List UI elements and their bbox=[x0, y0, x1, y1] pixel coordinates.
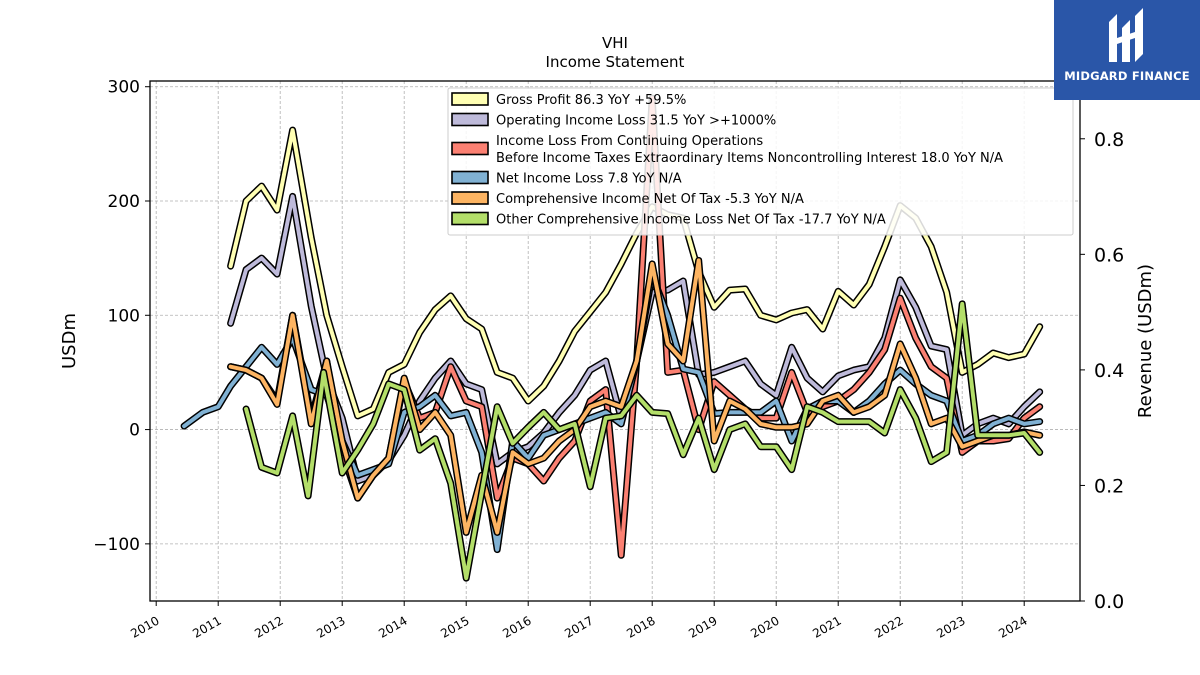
x-tick-label: 2020 bbox=[748, 613, 781, 640]
y2-tick-label: 0.4 bbox=[1094, 360, 1124, 382]
legend-swatch bbox=[451, 141, 489, 156]
y2-tick-label: 0.0 bbox=[1094, 591, 1124, 613]
legend-label: Operating Income Loss 31.5 YoY >+1000% bbox=[496, 114, 776, 129]
logo-mark-icon bbox=[1109, 8, 1143, 62]
y2-tick-label: 0.8 bbox=[1094, 129, 1124, 151]
y-tick-label: −100 bbox=[93, 535, 140, 555]
x-tick-label: 2018 bbox=[624, 613, 657, 640]
legend-swatch bbox=[451, 92, 489, 106]
series-line-4 bbox=[228, 258, 1042, 535]
y-tick-label: 100 bbox=[108, 306, 140, 326]
y-axis-right: 0.0 0.2 0.4 0.6 0.8 bbox=[1080, 129, 1124, 613]
series-line-5 bbox=[244, 301, 1042, 581]
x-tick-label: 2012 bbox=[252, 613, 285, 640]
legend-swatch bbox=[451, 170, 489, 185]
x-tick-label: 2023 bbox=[934, 613, 967, 640]
y-tick-label: 0 bbox=[129, 421, 140, 441]
x-tick-label: 2024 bbox=[996, 613, 1029, 640]
legend: Gross Profit 86.3 YoY +59.5% Operating In… bbox=[447, 87, 1074, 236]
legend-swatch bbox=[451, 191, 489, 205]
plot-frame bbox=[149, 80, 1081, 602]
x-tick-label: 2014 bbox=[376, 613, 409, 640]
x-axis: 2010 2011 2012 2013 2014 2015 2016 2017 2018 2019… bbox=[128, 601, 1030, 641]
y2-tick-label: 0.6 bbox=[1094, 244, 1124, 266]
x-tick-label: 2011 bbox=[190, 613, 223, 640]
x-tick-label: 2022 bbox=[872, 613, 905, 640]
chart-ticker: VHI bbox=[602, 34, 628, 52]
x-tick-label: 2010 bbox=[128, 613, 161, 640]
legend-label: Income Loss From Continuing Operations bbox=[496, 134, 763, 149]
legend-label: Other Comprehensive Income Loss Net Of T… bbox=[496, 213, 886, 228]
x-tick-label: 2016 bbox=[500, 613, 533, 640]
legend-swatch bbox=[451, 112, 489, 127]
x-tick-label: 2019 bbox=[686, 613, 719, 640]
y-tick-label: 300 bbox=[108, 78, 140, 98]
x-tick-label: 2013 bbox=[314, 613, 347, 640]
y2-axis-label: Revenue (USDm) bbox=[1135, 264, 1156, 418]
x-tick-label: 2017 bbox=[562, 613, 595, 640]
legend-label: Gross Profit 86.3 YoY +59.5% bbox=[496, 93, 686, 108]
y-axis-left: −100 0 100 200 300 bbox=[93, 78, 150, 555]
y-axis-label: USDm bbox=[59, 313, 80, 369]
chart-title: Income Statement bbox=[546, 53, 685, 71]
y-tick-label: 200 bbox=[108, 192, 140, 212]
legend-swatch bbox=[451, 211, 489, 226]
legend-label: Net Income Loss 7.8 YoY N/A bbox=[496, 172, 682, 187]
legend-label: Before Income Taxes Extraordinary Items … bbox=[496, 151, 1003, 166]
brand-logo: MIDGARD FINANCE bbox=[1054, 0, 1200, 100]
y2-tick-label: 0.2 bbox=[1094, 475, 1124, 497]
legend-box bbox=[447, 87, 1074, 236]
x-tick-label: 2021 bbox=[810, 613, 843, 640]
legend-label: Comprehensive Income Net Of Tax -5.3 YoY… bbox=[496, 192, 804, 207]
brand-name: MIDGARD FINANCE bbox=[1064, 69, 1190, 83]
x-tick-label: 2015 bbox=[438, 613, 471, 640]
